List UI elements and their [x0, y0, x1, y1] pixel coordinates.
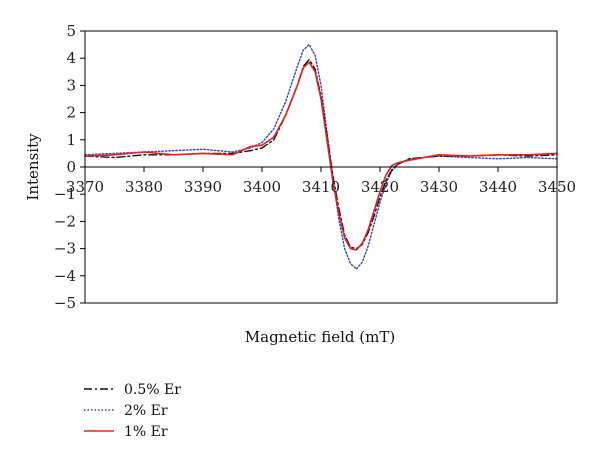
y-tick-label: 5	[66, 22, 76, 40]
x-ticks: 3370 3380 3390 3400 3410 3420 3430 3440 3450	[66, 167, 576, 196]
plot-lines	[84, 43, 558, 270]
y-tick-label: −3	[54, 240, 76, 258]
x-tick-label: 3450	[538, 178, 576, 196]
y-tick-label: 2	[66, 104, 76, 122]
y-ticks: 5 4 3 2 1 0 −1 −2 −3 −4 −5	[54, 22, 85, 312]
x-tick-label: 3410	[302, 178, 340, 196]
y-tick-label: 4	[66, 49, 76, 67]
y-tick-label: −5	[54, 294, 76, 312]
y-tick-label: 3	[66, 76, 76, 94]
y-tick-label: 1	[66, 131, 76, 149]
x-tick-label: 3400	[243, 178, 281, 196]
y-axis-title: Intensity	[24, 133, 42, 201]
y-tick-label: −4	[54, 267, 76, 285]
x-tick-label: 3430	[420, 178, 458, 196]
x-tick-label: 3370	[66, 178, 104, 196]
legend-label: 2% Er	[124, 403, 168, 419]
series-line	[84, 61, 558, 251]
y-tick-label: −2	[54, 212, 76, 230]
x-tick-label: 3380	[125, 178, 163, 196]
legend: 0.5% Er 2% Er 1% Er	[84, 382, 181, 440]
x-tick-label: 3420	[361, 178, 399, 196]
series-line	[84, 43, 558, 270]
y-tick-label: 0	[66, 158, 76, 176]
x-tick-label: 3440	[479, 178, 517, 196]
legend-label: 1% Er	[124, 424, 168, 440]
x-tick-label: 3390	[184, 178, 222, 196]
x-axis-title: Magnetic field (mT)	[245, 328, 395, 346]
y-tick-label: −1	[54, 185, 76, 203]
legend-label: 0.5% Er	[124, 382, 181, 398]
